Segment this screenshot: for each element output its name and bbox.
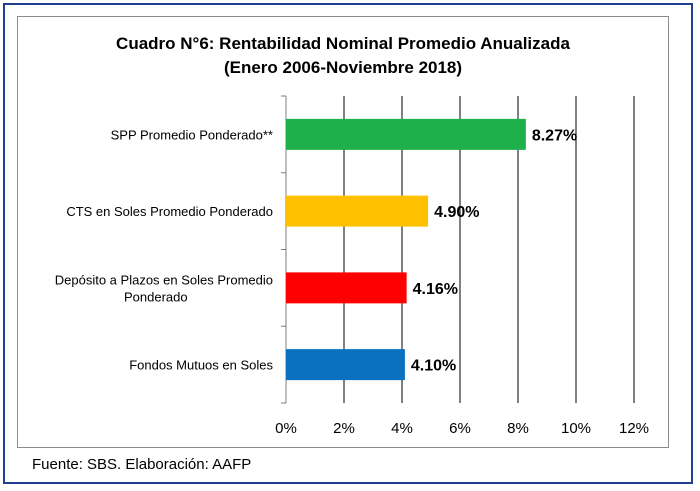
bar — [286, 118, 526, 150]
bar — [286, 272, 407, 304]
x-tick-label: 10% — [561, 420, 591, 437]
source-note: Fuente: SBS. Elaboración: AAFP — [32, 456, 252, 473]
data-label: 4.90% — [434, 204, 479, 221]
category-label: Ponderado — [124, 289, 188, 304]
category-label: CTS en Soles Promedio Ponderado — [66, 204, 273, 219]
x-tick-label: 8% — [507, 420, 529, 437]
x-tick-label: 0% — [275, 420, 297, 437]
category-label: Fondos Mutuos en Soles — [129, 358, 273, 373]
x-tick-label: 6% — [449, 420, 471, 437]
chart-title: Cuadro N°6: Rentabilidad Nominal Promedi… — [116, 34, 570, 53]
x-tick-label: 12% — [619, 420, 649, 437]
x-tick-label: 2% — [333, 420, 355, 437]
bar — [286, 195, 429, 227]
x-tick-label: 4% — [391, 420, 413, 437]
category-label: Depósito a Plazos en Soles Promedio — [55, 272, 273, 287]
data-label: 4.10% — [411, 358, 456, 375]
data-label: 8.27% — [532, 127, 577, 144]
bar — [286, 349, 405, 381]
category-label: SPP Promedio Ponderado** — [111, 127, 273, 142]
chart-subtitle: (Enero 2006-Noviembre 2018) — [223, 58, 463, 77]
data-label: 4.16% — [413, 281, 458, 298]
